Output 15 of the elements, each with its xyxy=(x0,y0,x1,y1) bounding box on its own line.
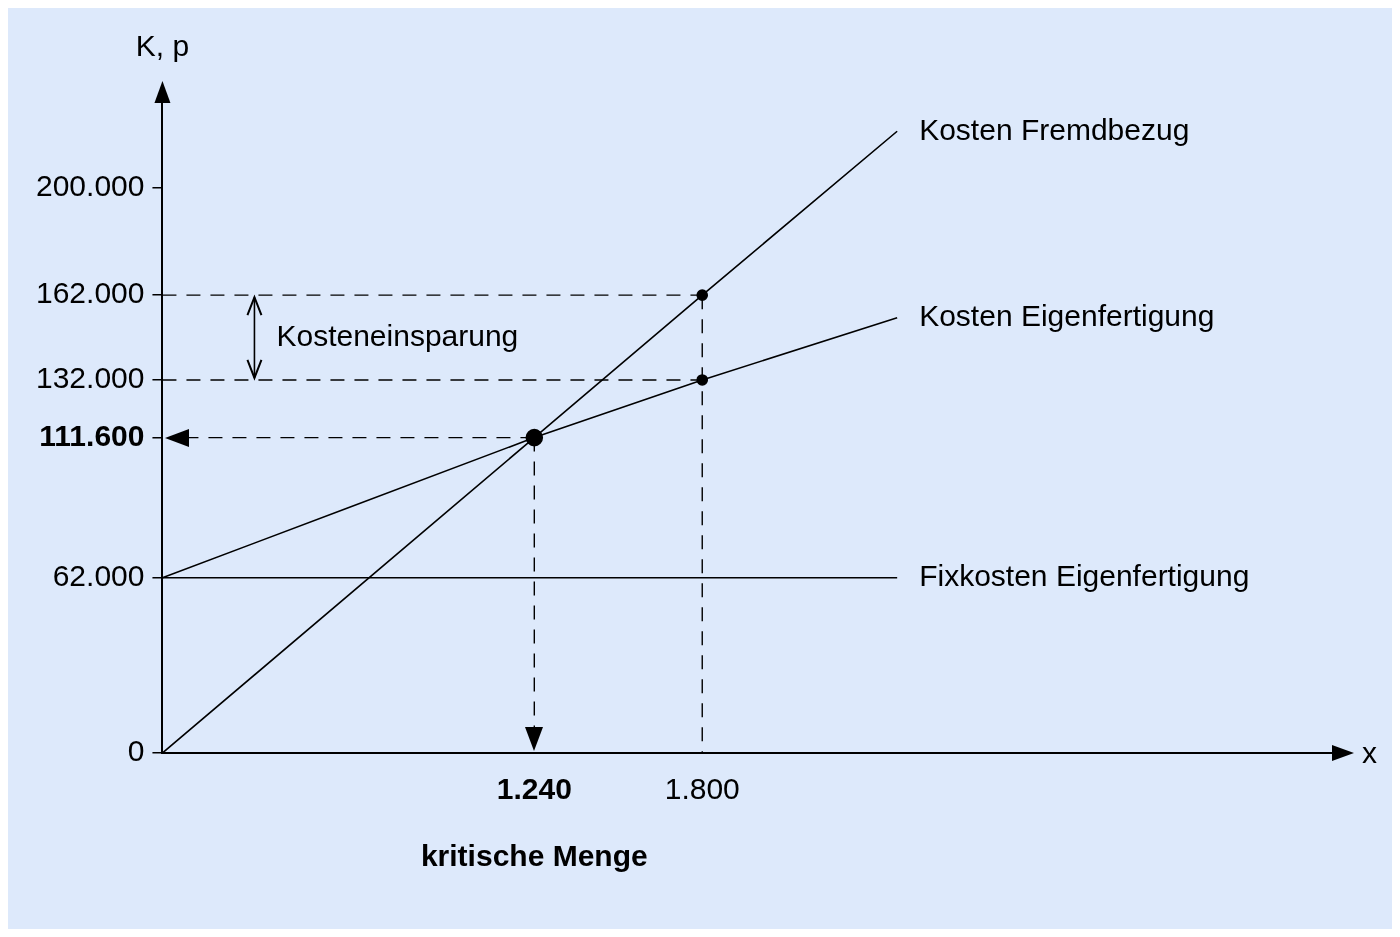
y-tick-label: 200.000 xyxy=(35,169,145,203)
series-label: Fixkosten Eigenfertigung xyxy=(919,559,1250,593)
annotation: Kosteneinsparung xyxy=(276,318,519,352)
series-label: Kosten Fremdbezug xyxy=(919,112,1190,146)
y-tick-label: 111.600 xyxy=(39,418,145,452)
x-tick-label: 1.240 xyxy=(496,772,572,806)
y-tick-label: 162.000 xyxy=(35,276,145,310)
y-axis-title: K, p xyxy=(135,29,190,63)
y-tick-label: 62.000 xyxy=(52,559,145,593)
y-tick-label: 132.000 xyxy=(35,361,145,395)
text: kritische Menge xyxy=(420,839,648,873)
y-tick-label: 0 xyxy=(127,734,145,768)
x-tick-label: 1.800 xyxy=(664,772,740,806)
series-label: Kosten Eigenfertigung xyxy=(919,299,1215,333)
x-axis-title: x xyxy=(1362,736,1377,770)
